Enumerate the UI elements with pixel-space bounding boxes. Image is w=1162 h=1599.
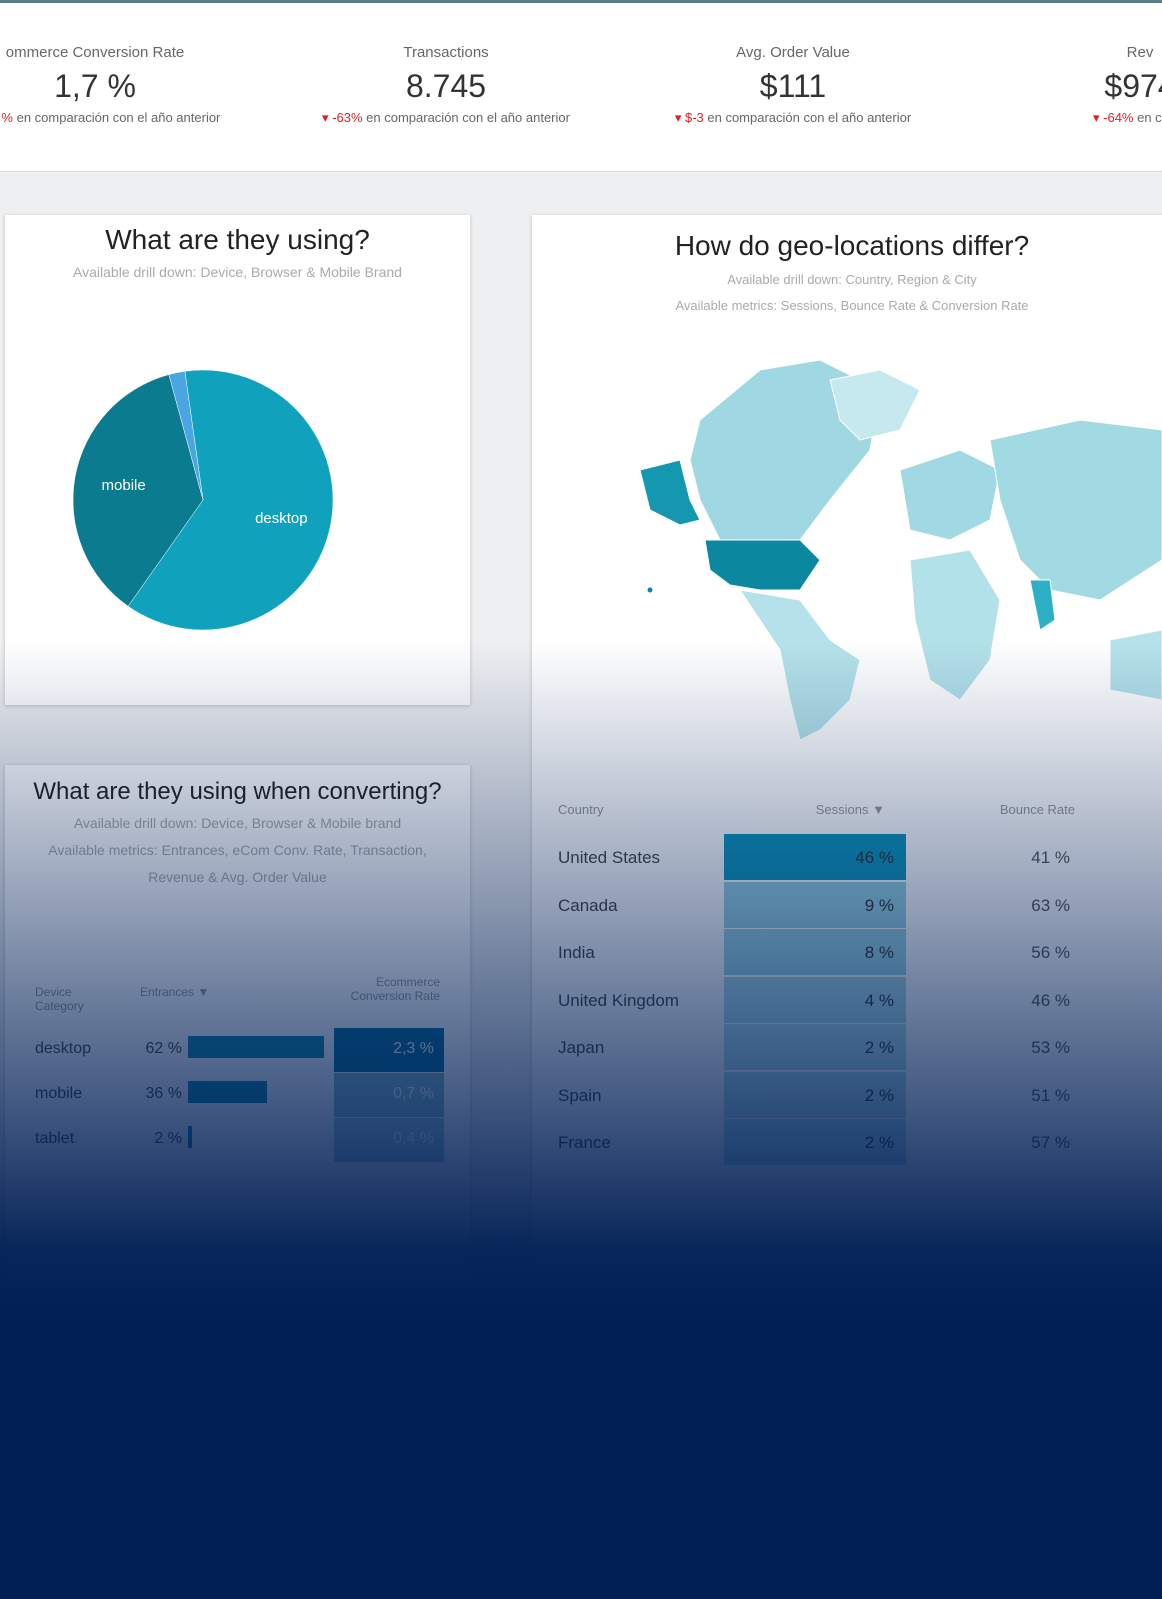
kpi-delta: ▾ $-3 bbox=[674, 110, 704, 125]
kpi-delta: ▾ -64% bbox=[1093, 110, 1134, 125]
country-name: United States bbox=[558, 848, 661, 867]
kpi-note: en comparación con el año anterior bbox=[12, 110, 221, 125]
sessions-label: 2 % bbox=[864, 1038, 894, 1057]
slice-label: desktop bbox=[255, 510, 308, 527]
bounce-rate: 53 % bbox=[1031, 1038, 1070, 1057]
card-subtitle: Revenue & Avg. Order Value bbox=[148, 869, 327, 885]
sessions-label: 8 % bbox=[864, 943, 894, 962]
kpi-delta: ▾ -63% bbox=[322, 110, 363, 125]
conversion-label: 0,7 % bbox=[393, 1085, 434, 1102]
kpi-delta-value: $-3 bbox=[684, 110, 704, 125]
device-name: desktop bbox=[35, 1040, 92, 1057]
country-name: France bbox=[558, 1133, 611, 1152]
country-name: Canada bbox=[558, 895, 618, 915]
entrances-bar bbox=[188, 1036, 325, 1058]
country-name: India bbox=[558, 943, 595, 962]
conversion-label: 0,4 % bbox=[393, 1130, 434, 1147]
kpi-delta-value: 1,7 % bbox=[0, 110, 13, 125]
kpi-comparison: ▾ -63% en comparación con el año anterio… bbox=[276, 110, 616, 126]
column-header: Entrances ▼ bbox=[140, 985, 210, 999]
sessions-label: 46 % bbox=[855, 848, 894, 867]
column-header: Sessions ▼ bbox=[815, 802, 885, 817]
kpi-value: $974 bbox=[1104, 68, 1162, 104]
world-map bbox=[639, 359, 1162, 741]
kpi-label: Avg. Order Value bbox=[736, 44, 850, 61]
entrances-bar bbox=[188, 1081, 268, 1103]
sessions-label: 4 % bbox=[864, 990, 894, 1010]
kpi-label: ommerce Conversion Rate bbox=[5, 44, 185, 61]
card-subtitle: Available metrics: Sessions, Bounce Rate… bbox=[675, 298, 1029, 313]
kpi-delta: ▾ 1,7 % bbox=[0, 110, 13, 125]
kpi-delta-value: -63% bbox=[332, 110, 363, 125]
card-subtitle: Available drill down: Device, Browser & … bbox=[73, 815, 402, 831]
bounce-rate: 41 % bbox=[1031, 848, 1070, 867]
card-title: What are they using when converting? bbox=[33, 778, 442, 805]
kpi-value: $111 bbox=[759, 68, 827, 104]
slice-label: mobile bbox=[102, 477, 146, 494]
kpi-comparison: ▾ -64% en comp bbox=[970, 110, 1162, 126]
column-header: Ecommerce Conversion Rate bbox=[350, 975, 440, 1003]
sessions-label: 9 % bbox=[864, 895, 894, 915]
card-subtitle: Available metrics: Entrances, eCom Conv.… bbox=[48, 842, 427, 858]
kpi-label: Rev bbox=[1126, 44, 1154, 61]
column-header: Device Category bbox=[35, 985, 84, 1013]
kpi-comparison: ▾ 1,7 % en comparación con el año anteri… bbox=[0, 110, 265, 126]
card-subtitle: Available drill down: Country, Region & … bbox=[727, 272, 977, 287]
kpi-value: 8.745 bbox=[405, 68, 487, 104]
column-header: Country bbox=[558, 802, 604, 817]
entrances-label: 62 % bbox=[145, 1040, 182, 1057]
device-name: tablet bbox=[35, 1130, 75, 1147]
conversion-label: 2,3 % bbox=[393, 1040, 434, 1057]
bounce-rate: 56 % bbox=[1031, 943, 1070, 962]
kpi-note: en comp bbox=[1137, 110, 1162, 125]
country-name: Japan bbox=[558, 1038, 605, 1057]
chart-subtitle: Available drill down: Device, Browser & … bbox=[73, 264, 402, 280]
entrances-label: 2 % bbox=[154, 1130, 182, 1147]
chart-title: What are they using? bbox=[105, 224, 370, 255]
country-name: Spain bbox=[558, 1085, 602, 1105]
kpi-label: Transactions bbox=[403, 44, 489, 61]
country-name: United Kingdom bbox=[558, 990, 679, 1010]
kpi-note: en comparación con el año anterior bbox=[362, 110, 570, 125]
device-name: mobile bbox=[35, 1085, 83, 1102]
kpi-note: en comparación con el año anterior bbox=[703, 110, 912, 125]
column-header: Bounce Rate bbox=[999, 802, 1075, 817]
kpi-comparison: ▾ $-3 en comparación con el año anterior bbox=[623, 110, 963, 126]
entrances-label: 36 % bbox=[145, 1085, 182, 1102]
bounce-rate: 57 % bbox=[1031, 1133, 1070, 1152]
bounce-rate: 63 % bbox=[1031, 895, 1070, 915]
entrances-bar bbox=[188, 1126, 193, 1148]
sessions-label: 2 % bbox=[864, 1133, 894, 1152]
kpi-delta-value: -64% bbox=[1103, 110, 1134, 125]
bounce-rate: 46 % bbox=[1031, 990, 1070, 1010]
kpi-value: 1,7 % bbox=[54, 68, 136, 104]
bounce-rate: 51 % bbox=[1031, 1085, 1070, 1105]
sessions-label: 2 % bbox=[864, 1085, 894, 1105]
card-title: How do geo-locations differ? bbox=[674, 230, 1030, 261]
